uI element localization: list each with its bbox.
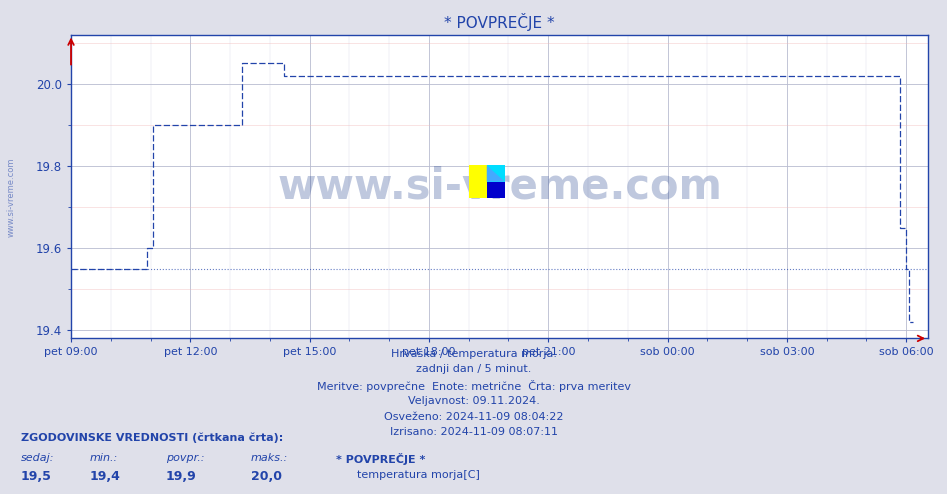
Bar xyxy=(487,182,505,198)
Text: www.si-vreme.com: www.si-vreme.com xyxy=(7,158,16,237)
Bar xyxy=(487,165,505,182)
Text: Veljavnost: 09.11.2024.: Veljavnost: 09.11.2024. xyxy=(407,396,540,406)
Text: * POVPREČJE *: * POVPREČJE * xyxy=(336,453,425,465)
Text: sedaj:: sedaj: xyxy=(21,453,54,463)
Text: 19,5: 19,5 xyxy=(21,470,52,483)
Text: Osveženo: 2024-11-09 08:04:22: Osveženo: 2024-11-09 08:04:22 xyxy=(384,412,563,421)
Text: povpr.:: povpr.: xyxy=(166,453,205,463)
Text: temperatura morja[C]: temperatura morja[C] xyxy=(357,470,480,480)
Text: Izrisano: 2024-11-09 08:07:11: Izrisano: 2024-11-09 08:07:11 xyxy=(389,427,558,437)
Text: 20,0: 20,0 xyxy=(251,470,282,483)
Text: maks.:: maks.: xyxy=(251,453,288,463)
Text: www.si-vreme.com: www.si-vreme.com xyxy=(277,165,722,207)
Text: ZGODOVINSKE VREDNOSTI (črtkana črta):: ZGODOVINSKE VREDNOSTI (črtkana črta): xyxy=(21,432,283,443)
Text: Meritve: povprečne  Enote: metrične  Črta: prva meritev: Meritve: povprečne Enote: metrične Črta:… xyxy=(316,380,631,392)
Text: zadnji dan / 5 minut.: zadnji dan / 5 minut. xyxy=(416,364,531,374)
Text: 19,9: 19,9 xyxy=(166,470,196,483)
Bar xyxy=(469,165,487,198)
Text: Hrvaška / temperatura morja.: Hrvaška / temperatura morja. xyxy=(390,348,557,359)
Polygon shape xyxy=(487,165,505,182)
Text: min.:: min.: xyxy=(90,453,118,463)
Text: 19,4: 19,4 xyxy=(90,470,121,483)
Title: * POVPREČJE *: * POVPREČJE * xyxy=(444,13,555,31)
